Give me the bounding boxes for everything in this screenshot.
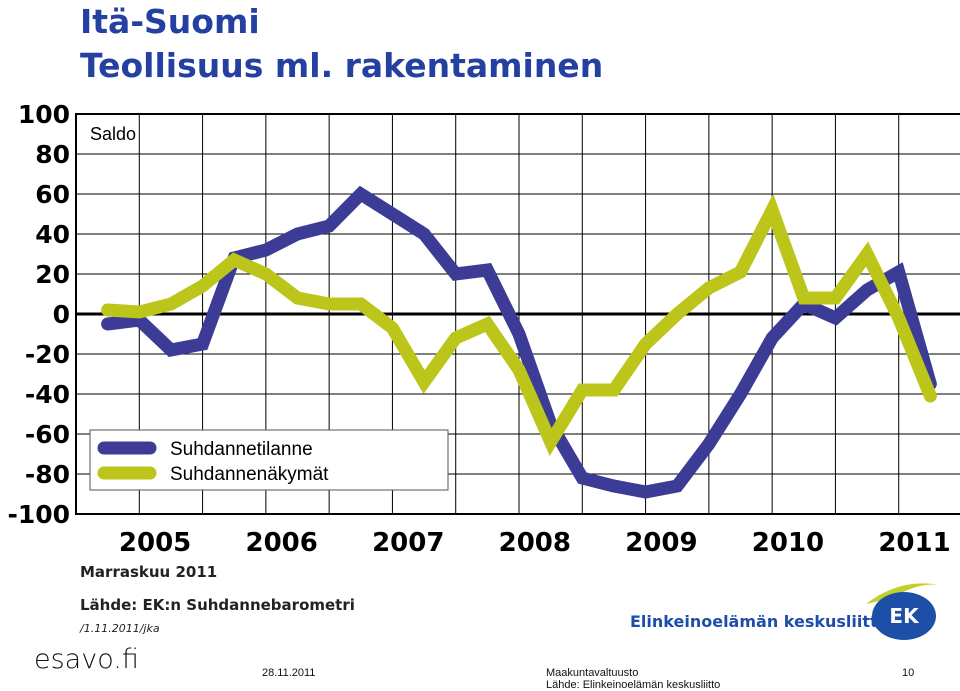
x-tick-label: 2008 (499, 528, 571, 556)
series-1-point (423, 233, 426, 235)
ek-logo-icon: EK (866, 583, 944, 640)
x-tick-label: 2007 (372, 528, 444, 556)
series-2-point (739, 271, 742, 273)
series-1-point (201, 343, 204, 345)
line-chart: 100 80 60 40 20 0 -20 -40 -60 -80 -100 Saldo 2005 200… (7, 100, 960, 556)
ek-logo-text: Elinkeinoelämän keskusliitto (630, 612, 889, 631)
series-2-point (549, 441, 552, 443)
series-1-point (644, 491, 647, 493)
ek-logo-mark-text: EK (889, 604, 920, 628)
series-2-point (423, 381, 426, 383)
series-2-point (644, 343, 647, 345)
series-2-point (138, 311, 141, 313)
y-tick-label: -80 (25, 460, 70, 489)
y-tick-label: 100 (18, 100, 70, 129)
footer-page-number: 10 (902, 667, 915, 679)
series-2-point (169, 303, 172, 305)
series-1-point (612, 485, 615, 487)
y-tick-label: 60 (35, 180, 70, 209)
series-1-point (169, 349, 172, 351)
series-2-point (518, 369, 520, 371)
series-2-point (391, 327, 394, 329)
series-1-point (897, 271, 900, 273)
source-note: Lähde: EK:n Suhdannebarometri (80, 596, 355, 614)
y-tick-label: -40 (25, 380, 70, 409)
legend-box (89, 429, 449, 491)
series-1-point (359, 193, 362, 195)
x-tick-label: 2005 (119, 528, 191, 556)
series-1-point (106, 323, 109, 325)
series-2-point (328, 303, 331, 305)
series-1-point (676, 485, 679, 487)
series-2-point (106, 309, 109, 311)
series-1-point (264, 249, 267, 251)
series-2-point (866, 253, 869, 255)
y-tick-label: 40 (35, 220, 70, 249)
series-2-point (771, 209, 774, 211)
x-tick-label: 2009 (625, 528, 697, 556)
series-1-point (707, 443, 710, 445)
series-2-point (707, 287, 710, 289)
y-axis-label: Saldo (90, 124, 136, 144)
series-1-point (138, 319, 141, 321)
series-1-point (454, 273, 457, 275)
period-note: Marraskuu 2011 (80, 563, 218, 581)
footer-event: Maakuntavaltuusto (546, 667, 639, 679)
y-tick-label: 20 (35, 260, 70, 289)
series-2-point (802, 297, 805, 299)
series-2-point (296, 297, 299, 299)
y-tick-label: 0 (53, 300, 70, 329)
x-tick-label: 2006 (245, 528, 317, 556)
legend-label: Suhdannetilanne (170, 439, 313, 460)
x-tick-label: 2011 (878, 528, 950, 556)
series-1-point (518, 333, 520, 335)
series-2-point (929, 395, 932, 397)
series-2-point (359, 303, 362, 305)
series-2-point (834, 297, 837, 299)
series-2-point (233, 259, 236, 261)
chart-title: Itä-Suomi (80, 2, 260, 41)
y-tick-label: -20 (25, 340, 70, 369)
series-2-point (612, 389, 615, 391)
chart-subtitle: Teollisuus ml. rakentaminen (80, 46, 604, 85)
series-2-point (486, 323, 489, 325)
series-1-point (581, 477, 584, 479)
series-2-point (454, 337, 457, 339)
series-2-point (676, 313, 679, 315)
series-1-point (771, 337, 774, 339)
series-1-point (486, 269, 489, 271)
footer-source: Lähde: Elinkeinoelämän keskusliitto (546, 679, 721, 691)
legend-label: Suhdannenäkymät (170, 464, 329, 485)
y-tick-label: -100 (7, 500, 70, 529)
footer-date: 28.11.2011 (262, 667, 316, 679)
esavo-brand: esavo.fi (34, 644, 139, 675)
series-2-point (897, 317, 900, 319)
series-1-point (296, 233, 299, 235)
series-2-point (581, 389, 584, 391)
y-tick-label: 80 (35, 140, 70, 169)
series-1-point (866, 289, 869, 291)
series-1-point (834, 317, 837, 319)
y-tick-label: -60 (25, 420, 70, 449)
series-2-point (201, 285, 204, 287)
series-1-point (328, 225, 331, 227)
series-1-point (391, 213, 394, 215)
x-tick-label: 2010 (752, 528, 824, 556)
series-1-point (549, 423, 552, 425)
series-1-point (739, 393, 742, 395)
date-code-note: /1.11.2011/jka (80, 622, 160, 635)
series-2-point (264, 273, 267, 275)
